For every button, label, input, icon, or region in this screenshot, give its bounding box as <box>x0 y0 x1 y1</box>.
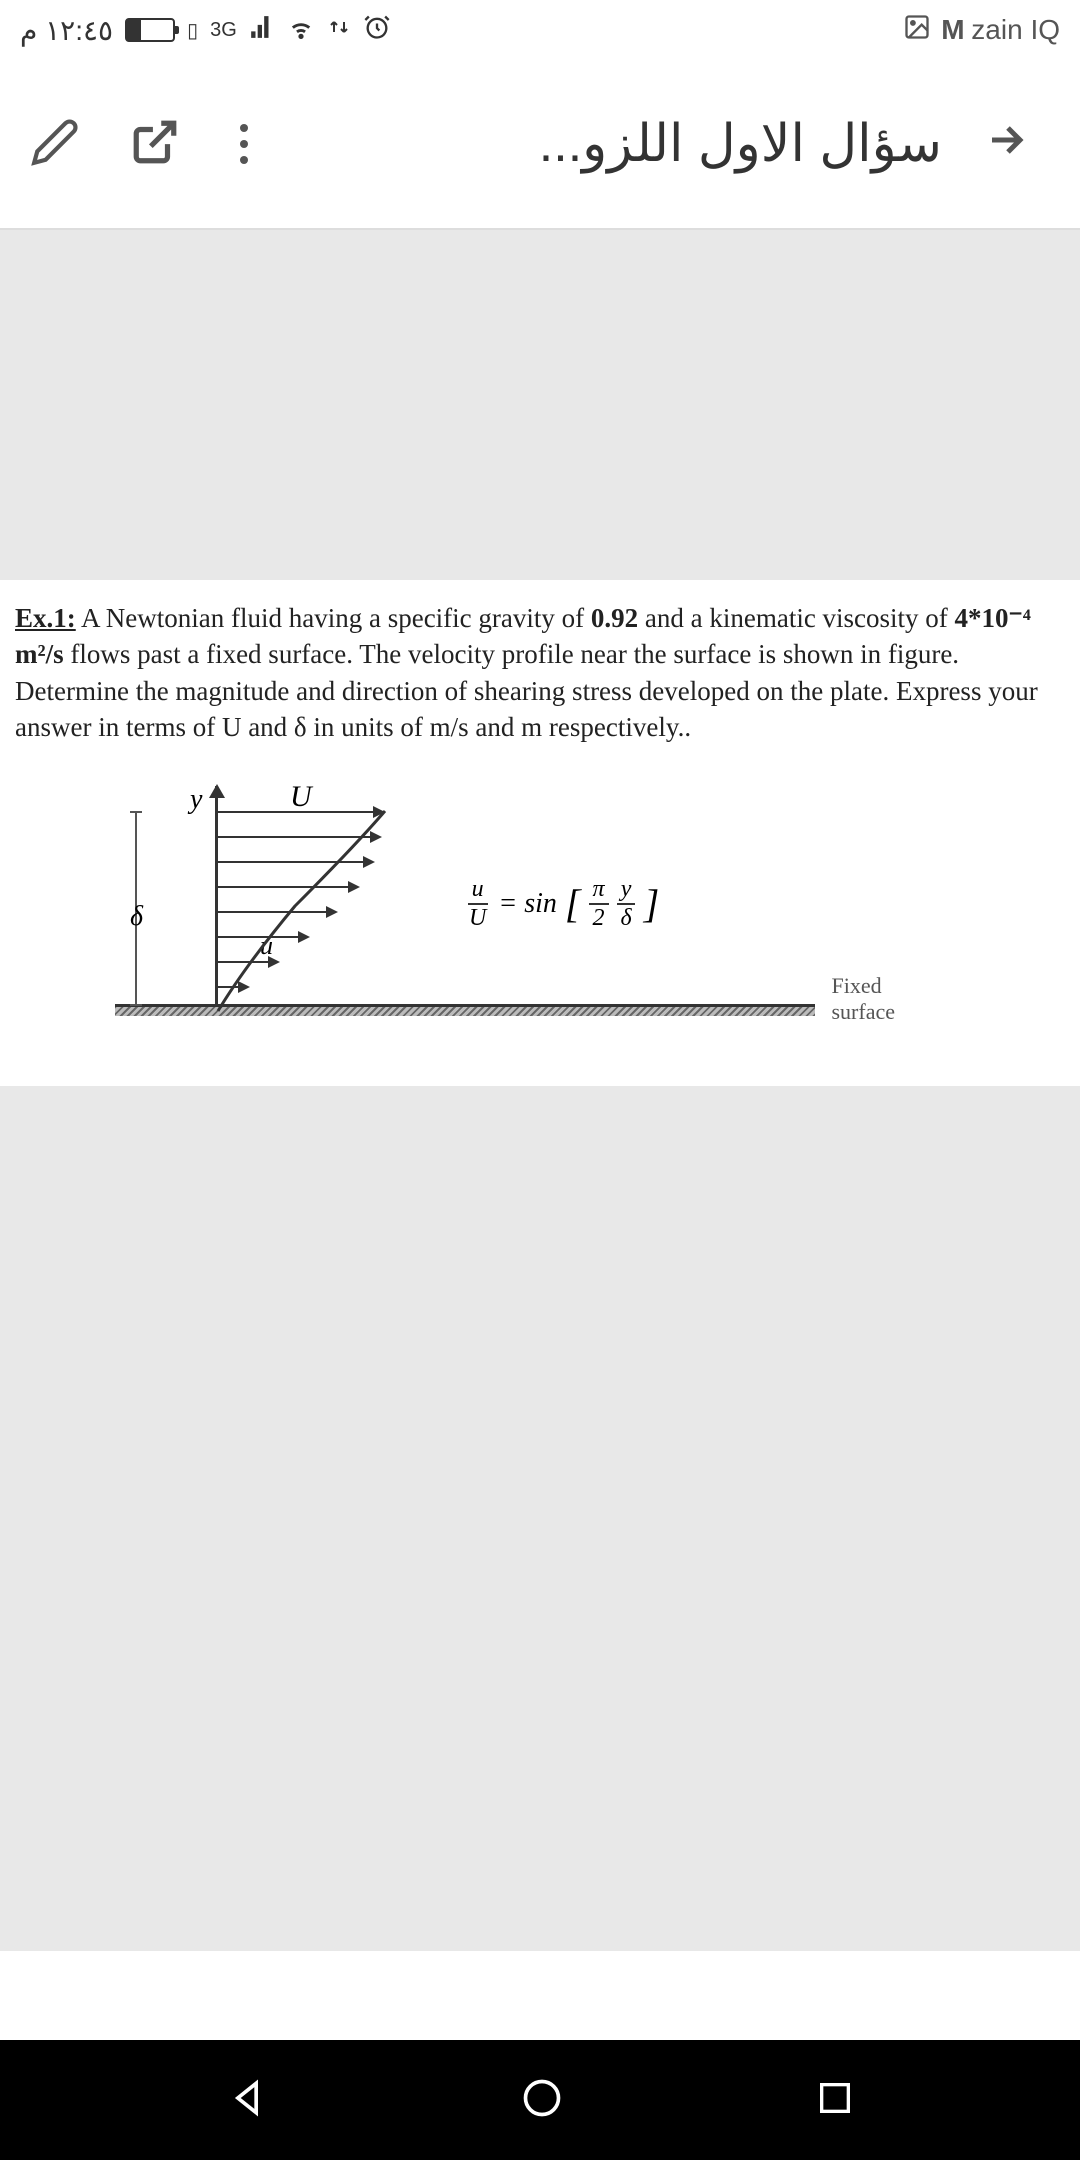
velocity-figure: δ y U u u U <box>15 776 1065 1066</box>
carrier-label: M zain IQ <box>941 14 1060 46</box>
problem-text: Ex.1: A Newtonian fluid having a specifi… <box>15 600 1065 746</box>
velocity-arrow <box>218 836 380 838</box>
status-right-group: M zain IQ <box>903 13 1060 48</box>
open-external-icon[interactable] <box>130 117 180 172</box>
velocity-arrow <box>218 886 358 888</box>
picture-icon <box>903 13 931 48</box>
spacer-top <box>0 230 1080 580</box>
velocity-arrow <box>218 911 336 913</box>
network-type: 3G <box>210 19 237 42</box>
delta-dimension: δ <box>135 811 137 1006</box>
velocity-arrow <box>218 861 373 863</box>
more-menu-icon[interactable] <box>230 124 258 164</box>
velocity-arrow <box>218 811 383 813</box>
back-button[interactable] <box>962 112 1050 177</box>
app-toolbar: سؤال الاول اللزو... <box>0 60 1080 230</box>
data-icon <box>327 15 351 46</box>
velocity-arrow <box>218 961 278 963</box>
y-axis-label: y <box>190 784 202 816</box>
nav-back-button[interactable] <box>225 2076 269 2125</box>
velocity-arrow <box>218 936 308 938</box>
system-nav-bar <box>0 2040 1080 2160</box>
exercise-label: Ex.1: <box>15 603 76 633</box>
velocity-arrows <box>215 806 395 1011</box>
nav-home-button[interactable] <box>520 2076 564 2125</box>
status-left-group: ١٢:٤٥ م ▯ 3G <box>20 13 391 48</box>
content-area: Ex.1: A Newtonian fluid having a specifi… <box>0 230 1080 1951</box>
spacer-bottom <box>0 1086 1080 1951</box>
battery-icon <box>125 18 175 42</box>
clock-time: ١٢:٤٥ م <box>20 14 113 47</box>
alarm-icon <box>363 13 391 48</box>
edit-icon[interactable] <box>30 117 80 172</box>
page-title: سؤال الاول اللزو... <box>258 114 962 174</box>
status-bar: M zain IQ ١٢:٤٥ م ▯ 3G <box>0 0 1080 60</box>
fixed-surface-label: Fixed surface <box>831 973 895 1026</box>
velocity-equation: u U = sin [ π 2 y δ ] <box>465 876 659 932</box>
toolbar-actions <box>30 117 258 172</box>
velocity-arrow <box>218 986 248 988</box>
wifi-icon <box>287 13 315 48</box>
signal-icon <box>249 14 275 47</box>
nav-recent-button[interactable] <box>815 2078 855 2123</box>
sim-icon: ▯ <box>187 18 198 43</box>
document-page[interactable]: Ex.1: A Newtonian fluid having a specifi… <box>0 580 1080 1086</box>
